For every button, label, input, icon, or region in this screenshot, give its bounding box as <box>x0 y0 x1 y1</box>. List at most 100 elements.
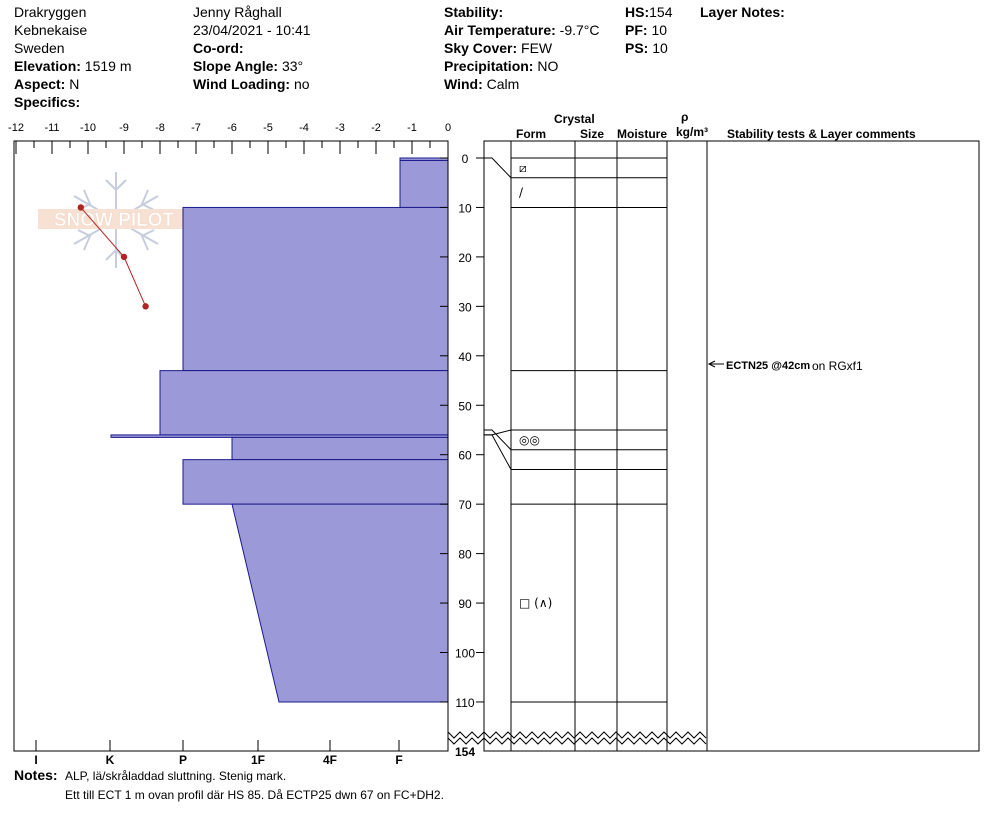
slope-angle: Slope Angle: 33° <box>193 57 303 75</box>
wind-loading: Wind Loading: no <box>193 75 310 93</box>
depth-tick-label: 30 <box>458 300 472 314</box>
depth-tick-label: 60 <box>458 449 472 463</box>
depth-tick-label: 50 <box>458 399 472 413</box>
pf-value: 10 <box>651 22 668 38</box>
rho-header: ρ <box>681 110 689 124</box>
coord-label: Co-ord: <box>193 40 244 56</box>
hardness-tick-label: 1F <box>251 753 265 767</box>
location-name: Drakryggen <box>14 4 87 20</box>
wind-loading-value: no <box>293 76 310 92</box>
hs-label: HS: <box>625 4 650 20</box>
depth-break-zigzag <box>447 731 707 745</box>
elevation: Elevation: 1519 m <box>14 57 132 75</box>
temp-tick-label: -4 <box>299 122 309 134</box>
temp-tick-label: 0 <box>445 122 451 134</box>
pf-label: PF: <box>625 22 648 38</box>
hardness-tick-label: P <box>179 753 187 767</box>
temperature-profile <box>77 204 149 310</box>
air-temp-label: Air Temperature: <box>444 22 556 38</box>
sky-cover: Sky Cover: FEW <box>444 39 552 57</box>
snowpilot-watermark: SNOW PILOT <box>38 172 190 268</box>
specifics-label: Specifics: <box>14 94 81 110</box>
crystal-symbol-0: ⧄ <box>519 161 527 175</box>
temp-tick-label: -1 <box>407 122 417 134</box>
crystal-header: Crystal <box>554 112 595 126</box>
temperature-axis: -12 -11 -10 -9 -8 -7 -6 -5 -4 -3 -2 -1 0 <box>8 122 451 154</box>
hardness-axis: I K P 1F 4F F <box>34 740 403 767</box>
stability-label: Stability: <box>444 4 504 20</box>
slope-value: 33° <box>281 58 304 74</box>
wind: Wind: Calm <box>444 75 519 93</box>
depth-tick-label: 110 <box>455 696 474 710</box>
temp-tick-label: -11 <box>44 122 59 134</box>
ps: PS: 10 <box>625 39 668 57</box>
notes-line-1: ALP, lä/skrålаddad sluttning. Stenig mar… <box>65 769 287 783</box>
temperature-point-2 <box>142 303 149 310</box>
hardness-layer-7 <box>231 503 449 703</box>
crystal-symbol-1: / <box>519 186 524 200</box>
crystal-symbol-2: ◎◎ <box>519 433 540 447</box>
sky-cover-value: FEW <box>521 40 553 56</box>
depth-max-label: 154 <box>455 745 475 759</box>
depth-tick-label: 20 <box>458 251 472 265</box>
observer: Jenny Råghall <box>193 4 282 20</box>
ps-value: 10 <box>652 40 668 56</box>
form-header: Form <box>516 127 546 141</box>
watermark-band <box>38 209 190 229</box>
wind-loading-label: Wind Loading: <box>193 76 291 92</box>
zigzag-line <box>447 731 707 739</box>
notes-label: Notes: <box>14 767 58 783</box>
sky-cover-label: Sky Cover: <box>444 40 518 56</box>
layer-connector <box>484 434 512 470</box>
depth-tick-label: 10 <box>458 201 472 215</box>
layer-notes-label: Layer Notes: <box>700 4 785 20</box>
precip-value: NO <box>537 58 559 74</box>
hardness-layers <box>110 157 449 703</box>
depth-tick-label: 70 <box>458 498 472 512</box>
temperature-point-0 <box>77 204 85 211</box>
hs: HS:154 <box>625 3 672 21</box>
temp-tick-label: -6 <box>227 122 237 134</box>
aspect-label: Aspect: <box>14 76 66 92</box>
stability-test-arrow <box>707 360 724 368</box>
location-region: Kebnekaise <box>14 22 88 38</box>
slope-label: Slope Angle: <box>193 58 279 74</box>
temp-tick-label: -12 <box>8 122 24 134</box>
country: Sweden <box>14 40 65 56</box>
air-temperature: Air Temperature: -9.7°C <box>444 21 600 39</box>
temperature-point-1 <box>120 253 128 261</box>
temp-tick-label: -5 <box>263 122 273 134</box>
watermark-text: SNOW PILOT <box>54 210 175 231</box>
depth-tick-label: 40 <box>458 350 472 364</box>
hs-value: 154 <box>649 4 673 20</box>
hardness-tick-label: F <box>395 753 402 767</box>
aspect-value: N <box>69 76 80 92</box>
hardness-layer-5 <box>231 436 449 461</box>
density-unit-header: kg/m³ <box>676 125 709 139</box>
temp-tick-label: -7 <box>191 122 201 134</box>
hardness-layer-3 <box>159 370 449 436</box>
crystal-symbol-3: □ (∧) <box>519 596 552 610</box>
depth-tick-label: 90 <box>458 597 472 611</box>
stability-test-on: on RGxf1 <box>812 359 863 373</box>
crystal-symbols: ⧄ / ◎◎ □ (∧) <box>519 161 552 610</box>
aspect: Aspect: N <box>14 75 79 93</box>
precip-label: Precipitation: <box>444 58 534 74</box>
elevation-value: 1519 m <box>84 58 132 74</box>
depth-tick-label: 100 <box>455 647 475 661</box>
elevation-label: Elevation: <box>14 58 81 74</box>
wind-value: Calm <box>486 76 520 92</box>
temp-tick-label: -2 <box>371 122 381 134</box>
layer-table-frame <box>483 140 980 752</box>
depth-tick-label: 0 <box>462 152 469 166</box>
temp-tick-label: -3 <box>335 122 345 134</box>
hardness-layer-2 <box>182 206 449 372</box>
ps-label: PS: <box>625 40 649 56</box>
moisture-header: Moisture <box>617 127 668 141</box>
layer-connector <box>484 429 512 436</box>
depth-axis: 0 10 20 30 40 50 60 70 80 90 100 110 154 <box>440 152 484 759</box>
layer-connector <box>484 157 512 179</box>
stability-comments-header: Stability tests & Layer comments <box>727 127 916 141</box>
layer-rows <box>484 157 667 703</box>
